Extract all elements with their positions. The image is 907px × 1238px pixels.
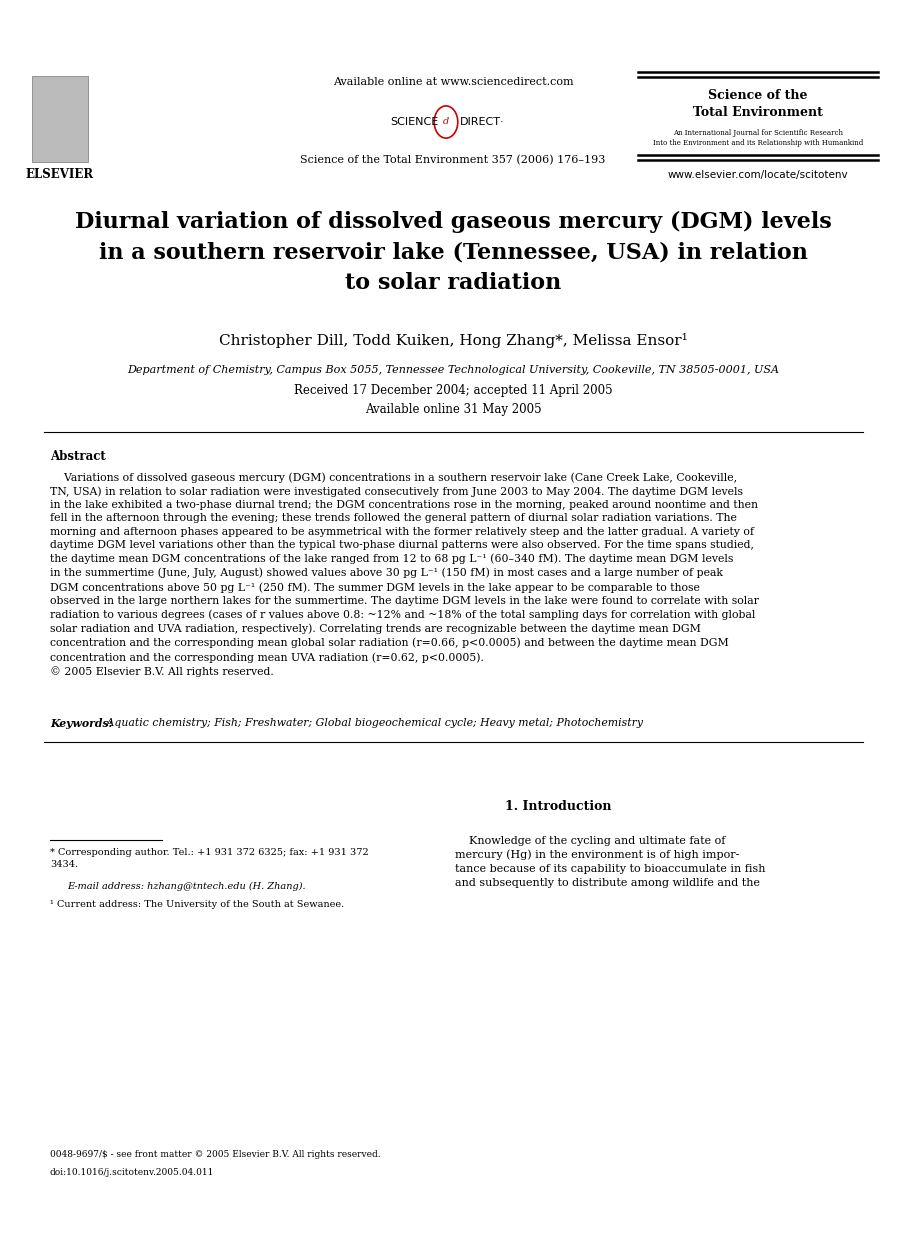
Text: Aquatic chemistry; Fish; Freshwater; Global biogeochemical cycle; Heavy metal; P: Aquatic chemistry; Fish; Freshwater; Glo… <box>103 718 643 728</box>
Text: 0048-9697/$ - see front matter © 2005 Elsevier B.V. All rights reserved.: 0048-9697/$ - see front matter © 2005 El… <box>50 1150 381 1159</box>
Text: An International Journal for Scientific Research
Into the Environment and its Re: An International Journal for Scientific … <box>653 129 863 147</box>
Text: DIRECT·: DIRECT· <box>460 118 504 128</box>
Text: E-mail address: hzhang@tntech.edu (H. Zhang).: E-mail address: hzhang@tntech.edu (H. Zh… <box>67 881 306 891</box>
Text: d: d <box>443 118 449 126</box>
Text: Knowledge of the cycling and ultimate fate of
mercury (Hg) in the environment is: Knowledge of the cycling and ultimate fa… <box>455 836 766 888</box>
Text: Science of the Total Environment 357 (2006) 176–193: Science of the Total Environment 357 (20… <box>300 155 606 165</box>
Text: ELSEVIER: ELSEVIER <box>26 168 94 182</box>
Text: www.elsevier.com/locate/scitotenv: www.elsevier.com/locate/scitotenv <box>668 170 848 180</box>
Text: SCIENCE: SCIENCE <box>390 118 438 128</box>
Text: Department of Chemistry, Campus Box 5055, Tennessee Technological University, Co: Department of Chemistry, Campus Box 5055… <box>127 365 779 375</box>
FancyBboxPatch shape <box>32 76 88 162</box>
Text: * Corresponding author. Tel.: +1 931 372 6325; fax: +1 931 372
3434.: * Corresponding author. Tel.: +1 931 372… <box>50 848 369 869</box>
Text: Abstract: Abstract <box>50 449 106 463</box>
Text: 1. Introduction: 1. Introduction <box>505 800 611 813</box>
Text: Christopher Dill, Todd Kuiken, Hong Zhang*, Melissa Ensor¹: Christopher Dill, Todd Kuiken, Hong Zhan… <box>219 333 688 348</box>
Text: Available online at www.sciencedirect.com: Available online at www.sciencedirect.co… <box>333 77 573 87</box>
Text: Variations of dissolved gaseous mercury (DGM) concentrations in a southern reser: Variations of dissolved gaseous mercury … <box>50 472 759 677</box>
Text: Keywords:: Keywords: <box>50 718 112 729</box>
Text: doi:10.1016/j.scitotenv.2005.04.011: doi:10.1016/j.scitotenv.2005.04.011 <box>50 1167 214 1177</box>
Text: Diurnal variation of dissolved gaseous mercury (DGM) levels
in a southern reserv: Diurnal variation of dissolved gaseous m… <box>74 210 832 293</box>
Text: ¹ Current address: The University of the South at Sewanee.: ¹ Current address: The University of the… <box>50 900 345 909</box>
Text: Received 17 December 2004; accepted 11 April 2005
Available online 31 May 2005: Received 17 December 2004; accepted 11 A… <box>294 384 612 416</box>
Text: Science of the
Total Environment: Science of the Total Environment <box>693 89 823 119</box>
